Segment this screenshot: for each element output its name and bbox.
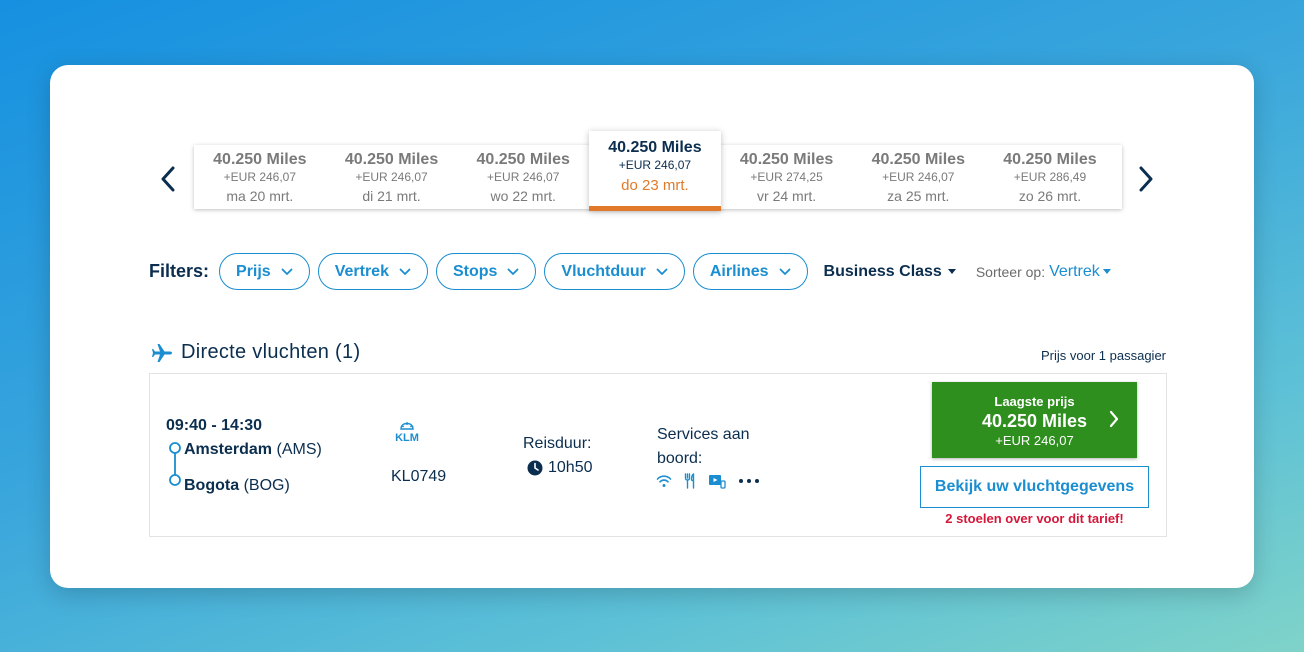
date-option-day: vr 24 mrt. [757,188,817,204]
duration-text: 10h50 [548,459,593,476]
section-heading: Directe vluchten (1) [151,341,360,364]
departure-city: Amsterdam (AMS) [184,441,322,459]
filter-chip-label: Vluchtduur [561,262,646,280]
filters-label: Filters: [149,261,210,281]
filter-chip-airlines[interactable]: Airlines [692,253,808,290]
price-note: Prijs voor 1 passagier [1041,348,1166,363]
filter-chip-label: Stops [452,262,498,280]
chevron-right-icon [1139,166,1153,192]
chevron-down-icon [281,268,293,275]
date-option-day: zo 26 mrt. [1018,188,1082,204]
price-eur: +EUR 246,07 [995,433,1074,448]
sort-label: Sorteer op: [975,263,1046,280]
airline-logo: KLM [390,422,424,447]
date-option-miles: 40.250 Miles [608,139,702,156]
arrival-city-name: Bogota [184,477,240,494]
date-option-day: ma 20 mrt. [226,188,294,204]
results-card: 40.250 Miles +EUR 246,07 ma 20 mrt. 40.250 … [50,65,1254,588]
arrival-city: Bogota (BOG) [184,477,290,495]
chevron-down-icon [508,268,519,275]
entertainment-icon [709,475,726,489]
date-option-miles: 40.250 Miles [344,151,439,168]
flight-times: 09:40 - 14:30 [166,417,263,434]
filters-bar: Filters: Prijs Vertrek Stops Vluchtduur Airl… [149,253,1111,290]
filter-chip-label: Prijs [236,262,271,280]
flight-result: 09:40 - 14:30 Amsterdam (AMS) Bogota (BO… [149,373,1167,537]
sort-value: Vertrek [1049,262,1100,280]
date-option-miles: 40.250 Miles [1003,151,1097,168]
departure-city-name: Amsterdam [184,441,273,458]
date-option[interactable]: 40.250 Miles +EUR 286,49 zo 26 mrt. [984,145,1116,209]
previous-dates-button[interactable] [156,165,180,193]
date-option[interactable]: 40.250 Miles +EUR 246,07 ma 20 mrt. [194,145,326,209]
date-option[interactable]: 40.250 Miles +EUR 246,07 di 21 mrt. [326,145,458,209]
chevron-right-icon [1109,410,1119,428]
duration-label: Reisduur: [523,435,592,452]
arrival-code: (BOG) [243,477,290,494]
airplane-icon [152,343,172,362]
date-option-day: wo 22 mrt. [490,188,556,204]
departure-code: (AMS) [276,441,322,458]
filter-chip-vertrek[interactable]: Vertrek [317,253,428,290]
date-option[interactable]: 40.250 Miles +EUR 246,07 za 25 mrt. [852,145,984,209]
sort-dropdown[interactable]: Vertrek [1049,263,1111,281]
section-title: Directe vluchten (1) [181,341,361,363]
meal-icon [684,473,695,489]
chevron-down-icon [779,268,790,275]
chevron-down-icon [656,268,668,275]
chevron-left-icon [161,166,175,192]
date-option[interactable]: 40.250 Miles +EUR 274,25 vr 24 mrt. [721,145,853,209]
caret-down-icon [1102,269,1111,274]
filter-chip-label: Airlines [709,262,769,280]
date-option-eur: +EUR 246,07 [487,170,560,184]
cabin-class-value: Business Class [823,262,942,280]
date-option-miles: 40.250 Miles [476,151,570,168]
cabin-class-dropdown[interactable]: Business Class [824,263,956,281]
services-icons [656,473,760,489]
filter-chip-vluchtduur[interactable]: Vluchtduur [544,253,685,290]
klm-logo-icon: KLM [395,422,419,444]
date-option[interactable]: 40.250 Miles +EUR 246,07 wo 22 mrt. [457,145,589,209]
next-dates-button[interactable] [1134,165,1158,193]
filter-chip-prijs[interactable]: Prijs [219,253,310,290]
date-carousel: 40.250 Miles +EUR 246,07 ma 20 mrt. 40.250 … [194,131,1122,211]
date-option-eur: +EUR 274,25 [750,170,823,184]
date-option-miles: 40.250 Miles [213,151,307,168]
date-option-day: di 21 mrt. [362,188,421,204]
duration-value: 10h50 [527,459,593,477]
date-option-eur: +EUR 246,07 [223,170,297,184]
date-option-miles: 40.250 Miles [871,151,965,168]
route-line-icon [169,442,181,486]
more-icon[interactable] [738,478,760,484]
date-option-day: za 25 mrt. [887,188,950,204]
seats-warning: 2 stoelen over voor dit tarief! [945,511,1124,526]
filter-chip-label: Vertrek [334,262,389,280]
caret-down-icon [947,269,956,274]
date-option-miles: 40.250 Miles [739,151,834,168]
date-option-eur: +EUR 246,07 [882,170,955,184]
date-option-eur: +EUR 246,07 [355,170,428,184]
chevron-down-icon [399,268,411,275]
lowest-price-button[interactable]: Laagste prijs 40.250 Miles +EUR 246,07 [932,382,1137,458]
airline-logo-text: KLM [395,432,419,442]
filter-chip-stops[interactable]: Stops [435,253,537,290]
flight-number: KL0749 [391,468,447,485]
date-option-day: do 23 mrt. [621,177,689,194]
price-label: Laagste prijs [994,394,1075,409]
clock-icon [527,460,543,476]
flight-details-button[interactable]: Bekijk uw vluchtgegevens [920,466,1149,508]
date-option[interactable]: 40.250 Miles +EUR 246,07 do 23 mrt. [589,131,721,211]
wifi-icon [656,475,672,487]
date-option-eur: +EUR 246,07 [618,158,692,172]
price-miles: 40.250 Miles [981,411,1088,431]
date-option-eur: +EUR 286,49 [1013,170,1087,184]
services-label: Services aan boord: [657,426,750,467]
sort-control: Sorteer op: Vertrek [976,263,1111,281]
